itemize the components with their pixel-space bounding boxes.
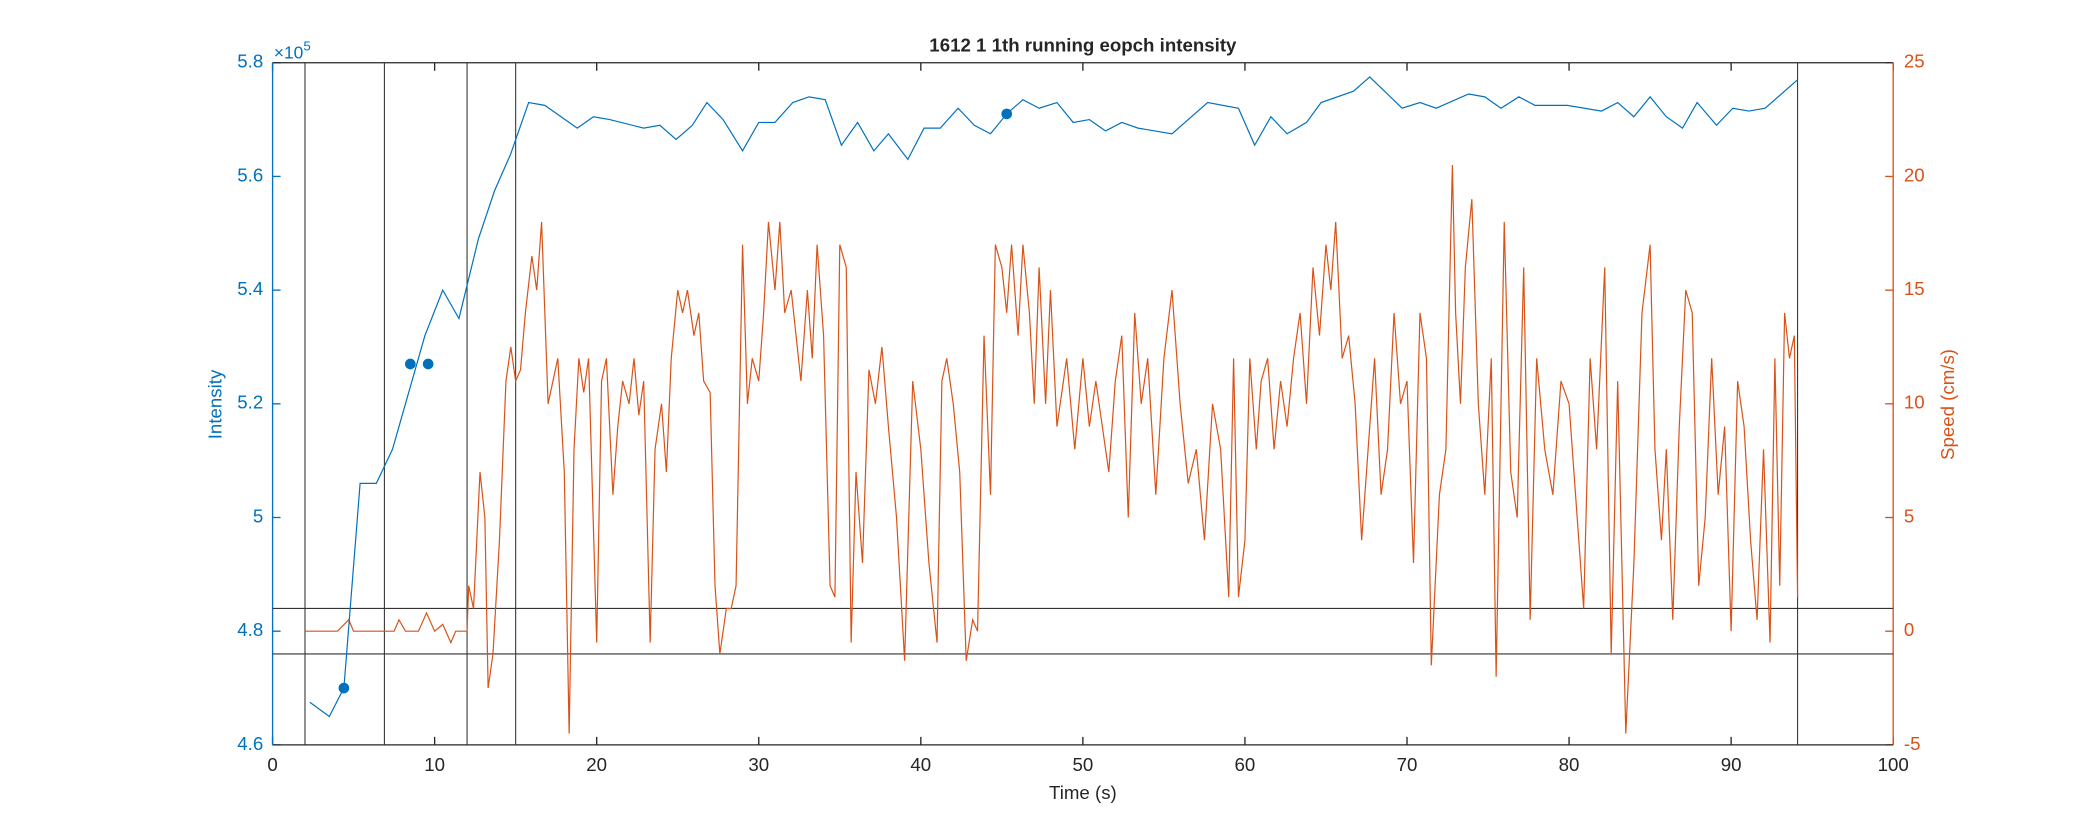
y-tick-label: 4.8	[237, 619, 263, 640]
x-axis-label: Time (s)	[1049, 782, 1117, 803]
x-tick-label: 60	[1235, 754, 1256, 775]
y2-tick-label: 25	[1904, 51, 1925, 72]
marker	[1001, 108, 1013, 120]
y-axis-label: Intensity	[204, 369, 225, 439]
x-tick-label: 70	[1397, 754, 1418, 775]
marker	[338, 682, 350, 694]
data-line	[309, 76, 1798, 718]
x-tick-label: 90	[1721, 754, 1742, 775]
y2-tick-label: 0	[1904, 619, 1914, 640]
x-tick-label: 100	[1878, 754, 1909, 775]
y-tick-label: 5.8	[237, 51, 263, 72]
data-line	[304, 165, 1799, 734]
y-tick-label: 4.6	[237, 733, 263, 754]
x-tick-label: 80	[1559, 754, 1580, 775]
y-tick-label: 5.4	[237, 278, 263, 299]
y2-axis-label: Speed (cm/s)	[1937, 349, 1958, 460]
x-tick-label: 0	[267, 754, 277, 775]
y-tick-label: 5.2	[237, 392, 263, 413]
y2-tick-label: 5	[1904, 505, 1914, 526]
y2-tick-label: 15	[1904, 278, 1925, 299]
y2-tick-label: 10	[1904, 392, 1925, 413]
x-tick-label: 20	[586, 754, 607, 775]
marker	[422, 358, 434, 370]
y2-tick-label: 20	[1904, 164, 1925, 185]
marker	[404, 358, 416, 370]
y-exponent-base: ×10	[274, 42, 303, 62]
y-exponent: ×105	[274, 38, 311, 62]
x-tick-label: 10	[424, 754, 445, 775]
y-tick-label: 5	[253, 505, 263, 526]
y-tick-label: 5.6	[237, 164, 263, 185]
x-tick-label: 40	[910, 754, 931, 775]
chart-title: 1612 1 1th running eopch intensity	[929, 35, 1237, 56]
y2-tick-label: -5	[1904, 733, 1921, 754]
x-tick-label: 50	[1072, 754, 1093, 775]
y-exponent-power: 5	[303, 38, 310, 53]
x-tick-label: 30	[748, 754, 769, 775]
